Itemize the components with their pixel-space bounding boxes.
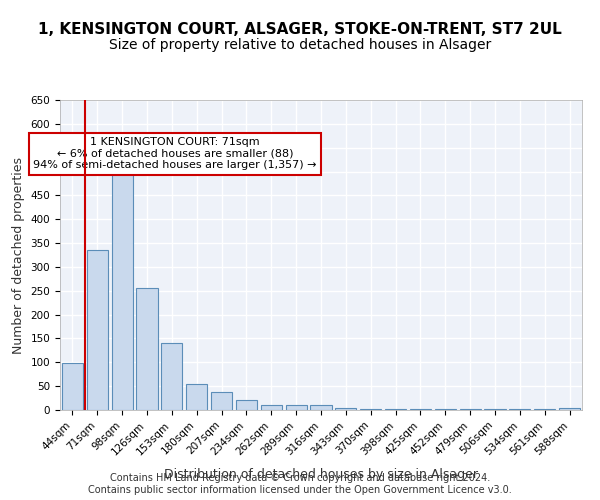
Bar (460, 409, 481, 410)
Bar (509, 409, 530, 410)
Bar (112, 169, 133, 410)
Bar (484, 409, 506, 410)
Bar (236, 400, 257, 410)
Bar (385, 409, 406, 410)
Text: 1, KENSINGTON COURT, ALSAGER, STOKE-ON-TRENT, ST7 2UL: 1, KENSINGTON COURT, ALSAGER, STOKE-ON-T… (38, 22, 562, 38)
Text: Size of property relative to detached houses in Alsager: Size of property relative to detached ho… (109, 38, 491, 52)
Bar (186, 384, 207, 410)
X-axis label: Distribution of detached houses by size in Alsager: Distribution of detached houses by size … (164, 468, 478, 480)
Bar (62, 364, 83, 410)
Bar (559, 408, 580, 410)
Bar (534, 409, 555, 410)
Bar (136, 288, 158, 410)
Bar (87, 250, 108, 410)
Bar (211, 392, 232, 410)
Bar (161, 343, 182, 410)
Y-axis label: Number of detached properties: Number of detached properties (12, 156, 25, 354)
Text: Contains HM Land Registry data © Crown copyright and database right 2024.
Contai: Contains HM Land Registry data © Crown c… (88, 474, 512, 495)
Bar (286, 405, 307, 410)
Bar (310, 405, 332, 410)
Bar (335, 408, 356, 410)
Bar (360, 408, 381, 410)
Bar (435, 409, 456, 410)
Text: 1 KENSINGTON COURT: 71sqm
← 6% of detached houses are smaller (88)
94% of semi-d: 1 KENSINGTON COURT: 71sqm ← 6% of detach… (33, 137, 317, 170)
Bar (410, 409, 431, 410)
Bar (261, 405, 282, 410)
